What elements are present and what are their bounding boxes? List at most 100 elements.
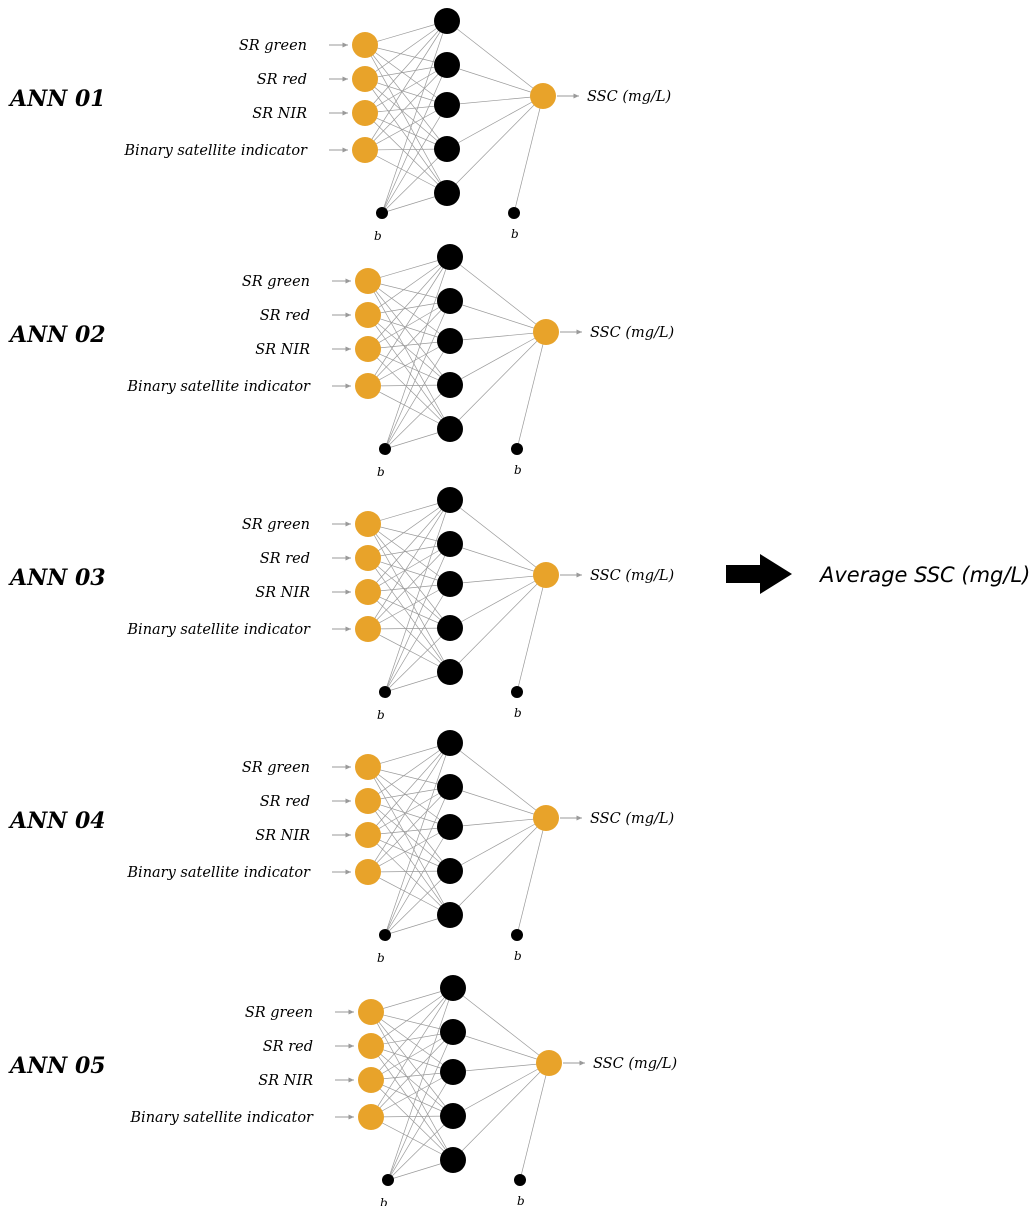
input-hidden-edge — [367, 834, 451, 872]
input-hidden-edge — [370, 987, 454, 1081]
ann-network: SR green SR red SR NIR Binary satellite ind… — [8, 730, 674, 965]
input-hidden-edge — [367, 742, 451, 873]
bias-output-edge — [513, 95, 544, 214]
hidden-node — [437, 730, 463, 756]
hidden-node — [437, 416, 463, 442]
hidden-output-edge — [449, 817, 547, 872]
input-hidden-edge — [367, 543, 451, 593]
hidden-output-edge — [449, 543, 547, 576]
bias-output-edge — [519, 1062, 550, 1181]
network-title: ANN 02 — [8, 322, 106, 348]
input-hidden-edge — [367, 499, 451, 525]
input-label: SR red — [260, 551, 310, 567]
hidden-node — [437, 571, 463, 597]
hidden-node — [437, 531, 463, 557]
input-node — [355, 859, 381, 885]
ensemble-output: Average SSC (mg/L) — [726, 554, 1030, 594]
input-label: Binary satellite indicator — [123, 143, 308, 159]
bias-label: b — [377, 708, 385, 722]
input-bias-node — [376, 207, 388, 219]
input-hidden-edge — [367, 742, 451, 802]
hidden-bias-node — [511, 443, 523, 455]
bias-hidden-edge — [384, 543, 451, 693]
input-hidden-edge — [367, 300, 451, 350]
bias-hidden-edge — [384, 256, 451, 450]
bias-hidden-edge — [387, 1115, 454, 1181]
hidden-output-edge — [452, 987, 550, 1064]
input-hidden-edge — [364, 78, 448, 106]
input-label: SR green — [242, 760, 310, 776]
hidden-output-edge — [446, 64, 544, 97]
input-hidden-edge — [364, 64, 448, 80]
network-title: ANN 05 — [8, 1053, 106, 1079]
output-label: SSC (mg/L) — [590, 568, 674, 584]
input-label: SR green — [242, 274, 310, 290]
input-hidden-edge — [367, 340, 451, 387]
input-node — [355, 754, 381, 780]
input-hidden-edge — [364, 64, 448, 151]
input-hidden-edge — [367, 499, 451, 630]
hidden-node — [440, 1103, 466, 1129]
hidden-node — [434, 180, 460, 206]
hidden-output-edge — [449, 499, 547, 576]
hidden-output-edge — [446, 95, 544, 106]
input-hidden-edge — [367, 523, 451, 585]
hidden-bias-node — [514, 1174, 526, 1186]
bias-label: b — [517, 1194, 525, 1206]
network-title: ANN 03 — [8, 565, 106, 591]
hidden-output-edge — [452, 1062, 550, 1161]
input-hidden-edge — [367, 340, 451, 350]
input-hidden-edge — [367, 786, 451, 836]
hidden-bias-node — [508, 207, 520, 219]
hidden-output-edge — [449, 786, 547, 819]
input-hidden-edge — [367, 870, 451, 873]
hidden-node — [437, 902, 463, 928]
hidden-output-edge — [446, 20, 544, 97]
input-hidden-edge — [367, 348, 451, 386]
input-hidden-edge — [367, 557, 451, 629]
input-node — [355, 579, 381, 605]
bias-hidden-edge — [387, 987, 454, 1181]
hidden-node — [437, 288, 463, 314]
hidden-output-edge — [452, 1031, 550, 1064]
hidden-output-edge — [449, 817, 547, 916]
input-node — [355, 336, 381, 362]
input-node — [358, 1033, 384, 1059]
hidden-node — [440, 1147, 466, 1173]
input-hidden-edge — [364, 149, 448, 194]
bias-hidden-edge — [381, 148, 448, 214]
input-bias-node — [379, 443, 391, 455]
hidden-bias-node — [511, 686, 523, 698]
input-hidden-edge — [367, 384, 451, 387]
input-hidden-edge — [364, 20, 448, 114]
hidden-output-edge — [446, 95, 544, 194]
input-hidden-edge — [367, 499, 451, 559]
input-hidden-edge — [370, 987, 454, 1118]
input-hidden-edge — [367, 766, 451, 872]
bias-hidden-edge — [381, 20, 448, 214]
hidden-node — [437, 487, 463, 513]
input-bias-node — [382, 1174, 394, 1186]
input-label: SR red — [260, 308, 310, 324]
bias-hidden-edge — [384, 340, 451, 450]
input-hidden-edge — [367, 543, 451, 630]
input-node — [355, 373, 381, 399]
input-hidden-edge — [367, 314, 451, 386]
input-hidden-edge — [367, 826, 451, 836]
hidden-output-edge — [452, 1062, 550, 1117]
input-hidden-edge — [364, 20, 448, 151]
hidden-output-edge — [449, 300, 547, 333]
input-node — [352, 100, 378, 126]
input-hidden-edge — [364, 112, 448, 194]
hidden-output-edge — [449, 331, 547, 386]
input-hidden-edge — [367, 800, 451, 872]
bias-hidden-edge — [384, 627, 451, 693]
input-hidden-edge — [367, 627, 451, 630]
input-hidden-edge — [367, 786, 451, 873]
output-node — [533, 805, 559, 831]
input-node — [352, 66, 378, 92]
input-hidden-edge — [367, 871, 451, 916]
input-node — [355, 545, 381, 571]
input-hidden-edge — [367, 591, 451, 629]
